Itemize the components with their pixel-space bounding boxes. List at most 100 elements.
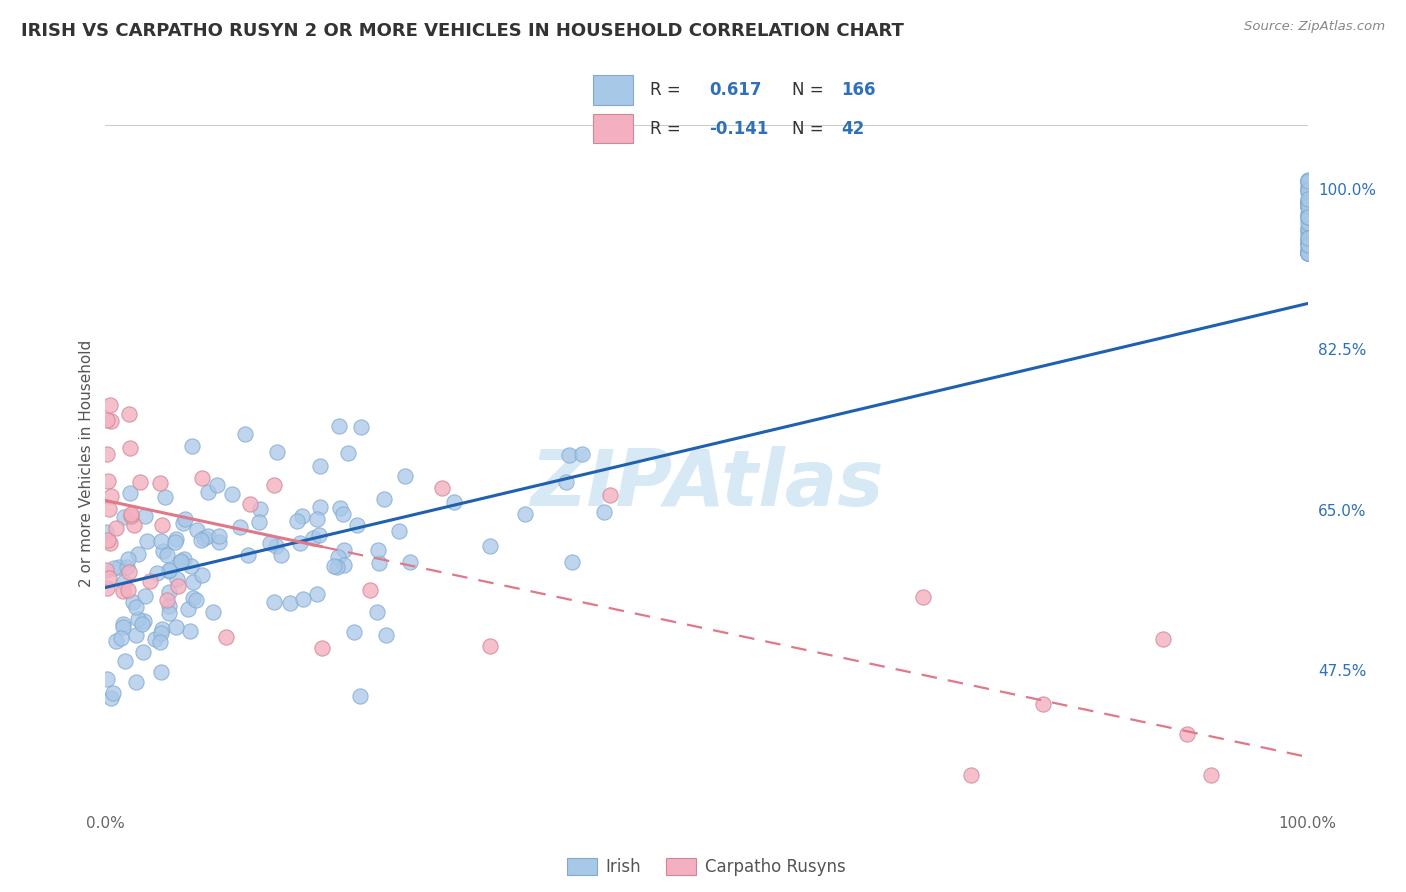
Point <box>97 474 120 488</box>
Point <box>233 426 256 441</box>
Point <box>186 523 208 537</box>
Point <box>266 445 288 459</box>
Point <box>1152 632 1174 647</box>
Point <box>146 566 169 581</box>
Point <box>1296 237 1319 252</box>
Point <box>1296 246 1319 260</box>
Point <box>479 640 502 654</box>
Point <box>1296 195 1319 210</box>
Point <box>101 686 124 700</box>
Point <box>1296 216 1319 230</box>
Point <box>1296 246 1319 260</box>
Point <box>166 572 188 586</box>
Point <box>1296 246 1319 260</box>
Point <box>208 529 231 543</box>
Point <box>174 512 197 526</box>
Point <box>156 593 179 607</box>
Point <box>1296 211 1319 225</box>
Point <box>1296 235 1319 250</box>
Point <box>1201 768 1223 782</box>
Point <box>343 624 366 639</box>
Point <box>94 563 117 577</box>
Point <box>1296 173 1319 187</box>
Point <box>333 542 356 557</box>
Point <box>143 632 166 646</box>
Point <box>311 641 333 656</box>
Point <box>180 558 202 573</box>
Text: IRISH VS CARPATHO RUSYN 2 OR MORE VEHICLES IN HOUSEHOLD CORRELATION CHART: IRISH VS CARPATHO RUSYN 2 OR MORE VEHICL… <box>21 22 904 40</box>
Point <box>1296 199 1319 213</box>
Point <box>326 559 349 574</box>
Point <box>349 689 371 703</box>
Point <box>205 477 228 491</box>
Text: 0.617: 0.617 <box>709 81 762 99</box>
Point <box>112 620 135 634</box>
Point <box>960 768 983 782</box>
Point <box>236 548 259 562</box>
Point <box>1296 183 1319 197</box>
Point <box>337 446 360 460</box>
Point <box>152 544 174 558</box>
Point <box>157 565 180 579</box>
Point <box>571 447 593 461</box>
Legend: Irish, Carpatho Rusyns: Irish, Carpatho Rusyns <box>561 851 852 882</box>
Point <box>107 560 129 574</box>
Point <box>1296 193 1319 207</box>
Point <box>157 585 180 599</box>
Point <box>120 507 142 521</box>
Point <box>122 518 145 533</box>
Point <box>114 574 136 589</box>
Point <box>120 508 142 523</box>
Point <box>1296 174 1319 188</box>
Point <box>561 555 583 569</box>
Y-axis label: 2 or more Vehicles in Household: 2 or more Vehicles in Household <box>79 340 94 588</box>
Point <box>1296 236 1319 251</box>
Text: ZIPAtlas: ZIPAtlas <box>530 446 883 522</box>
Point <box>558 448 581 462</box>
Point <box>214 630 236 644</box>
Point <box>181 575 204 590</box>
Point <box>156 549 179 563</box>
Point <box>207 534 229 549</box>
Point <box>263 478 285 492</box>
Point <box>139 574 162 588</box>
Point <box>1296 246 1319 260</box>
Point <box>323 558 346 573</box>
Point <box>1296 224 1319 238</box>
Point <box>180 439 202 453</box>
Point <box>1296 246 1319 260</box>
Point <box>367 542 389 557</box>
Point <box>149 476 172 491</box>
Point <box>100 414 122 428</box>
Point <box>1296 227 1319 241</box>
Point <box>229 519 252 533</box>
Point <box>118 485 141 500</box>
Point <box>374 628 396 642</box>
Point <box>513 507 536 521</box>
Point <box>264 539 287 553</box>
Point <box>366 606 388 620</box>
Point <box>125 628 148 642</box>
Point <box>170 554 193 568</box>
Point <box>1296 206 1319 220</box>
Text: R =: R = <box>650 81 681 99</box>
Point <box>1296 178 1319 192</box>
Point <box>173 551 195 566</box>
Point <box>1032 698 1054 712</box>
Point <box>118 441 141 455</box>
Point <box>125 599 148 614</box>
Point <box>1296 210 1319 224</box>
Text: N =: N = <box>792 81 824 99</box>
Point <box>1296 222 1319 236</box>
Point <box>97 533 120 547</box>
Point <box>1296 186 1319 200</box>
Point <box>105 521 128 535</box>
Point <box>221 487 243 501</box>
Point <box>305 511 328 525</box>
Point <box>115 560 138 574</box>
Point <box>305 587 328 601</box>
Point <box>202 605 225 619</box>
Point <box>1296 174 1319 188</box>
Bar <box>593 114 633 143</box>
Point <box>249 502 271 516</box>
